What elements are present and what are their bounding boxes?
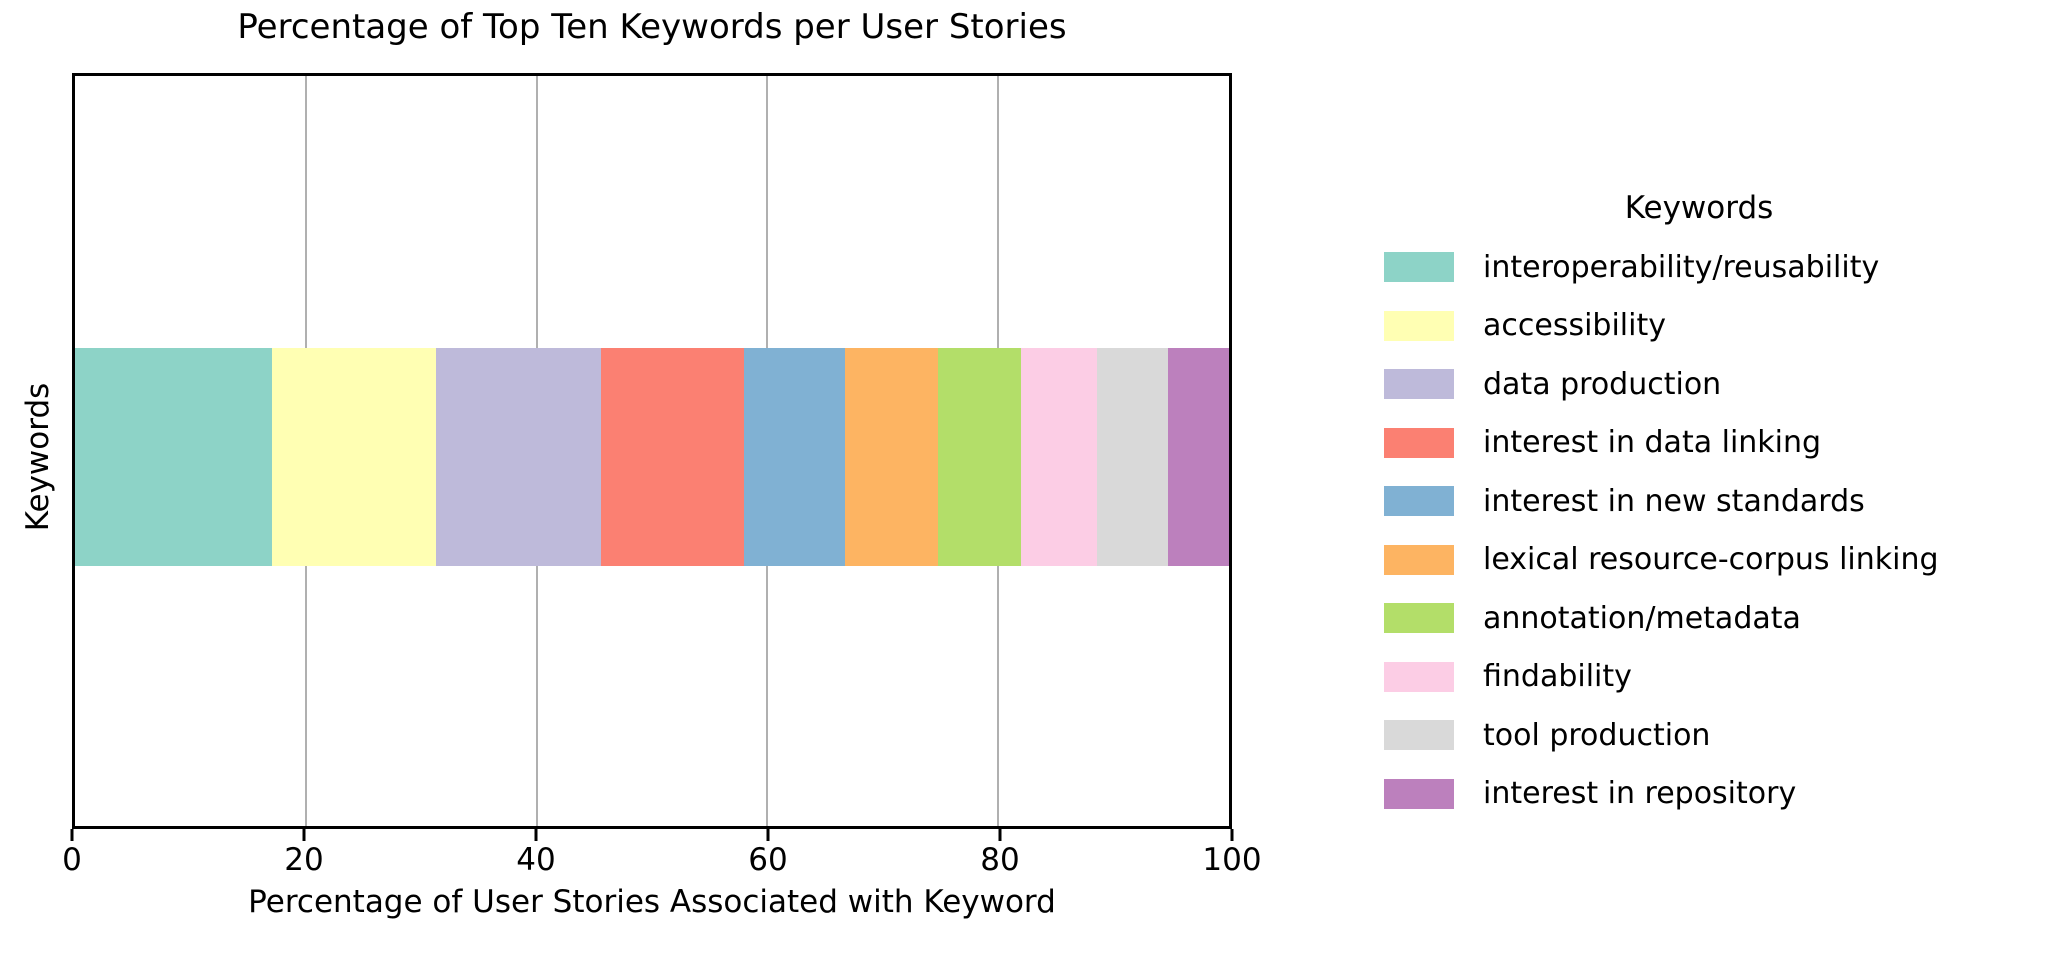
legend-swatch-annotation-metadata: [1384, 603, 1454, 634]
y-axis-label: Keywords: [20, 382, 56, 532]
legend-row-accessibility: accessibility: [1384, 297, 2024, 356]
legend-row-interest-in-new-standards: interest in new standards: [1384, 472, 2024, 531]
legend-row-annotation-metadata: annotation/metadata: [1384, 589, 2024, 648]
legend-row-findability: findability: [1384, 648, 2024, 707]
legend-label: interest in new standards: [1483, 483, 1865, 519]
x-axis-tick: [534, 829, 538, 841]
bar-segment-findability: [1021, 348, 1098, 566]
legend-row-interoperability-reusability: interoperability/reusability: [1384, 238, 2024, 297]
legend-rows: interoperability/reusability accessibilit…: [1384, 238, 2024, 823]
x-axis-tick: [998, 829, 1002, 841]
x-axis-tick: [70, 829, 74, 841]
x-axis-tick-label: 60: [748, 842, 788, 878]
legend-label: data production: [1483, 366, 1722, 402]
stacked-bar: [75, 348, 1229, 566]
x-axis-tick: [302, 829, 306, 841]
legend-label: annotation/metadata: [1483, 600, 1801, 636]
bar-segment-tool-production: [1097, 348, 1168, 566]
legend-label: findability: [1483, 659, 1632, 695]
plot-area: [72, 73, 1232, 829]
legend: Keywords interoperability/reusability acc…: [1384, 186, 2024, 823]
x-axis-tick: [1230, 829, 1234, 841]
bar-segment-interoperability-reusability: [75, 348, 273, 566]
x-axis-tick-labels: 0 20 40 60 80 100: [62, 842, 1261, 879]
bar-segment-data-production: [436, 348, 602, 566]
x-axis-tick-label: 80: [980, 842, 1020, 878]
bar-segment-accessibility: [272, 348, 437, 566]
bar-segment-lexical-resource-corpus-linking: [844, 348, 939, 566]
x-axis-tick-label: 100: [1202, 842, 1262, 878]
legend-row-data-production: data production: [1384, 355, 2024, 414]
legend-swatch-interest-in-repository: [1384, 778, 1454, 809]
legend-label: accessibility: [1483, 308, 1666, 344]
bar-segment-interest-in-new-standards: [744, 348, 845, 566]
x-axis-tick-label: 0: [62, 842, 82, 878]
legend-swatch-findability: [1384, 661, 1454, 692]
bar-segment-interest-in-data-linking: [601, 348, 745, 566]
x-axis-tick-label: 20: [284, 842, 324, 878]
chart-title: Percentage of Top Ten Keywords per User …: [237, 7, 1067, 47]
x-axis-tick-label: 40: [516, 842, 556, 878]
legend-label: lexical resource-corpus linking: [1483, 542, 1939, 578]
x-axis-ticks: [70, 829, 1234, 843]
legend-swatch-interest-in-new-standards: [1384, 486, 1454, 517]
legend-swatch-tool-production: [1384, 720, 1454, 751]
legend-label: tool production: [1483, 717, 1711, 753]
legend-row-tool-production: tool production: [1384, 706, 2024, 765]
legend-swatch-data-production: [1384, 369, 1454, 400]
legend-label: interest in repository: [1483, 776, 1797, 812]
legend-swatch-accessibility: [1384, 310, 1454, 341]
x-axis-tick: [766, 829, 770, 841]
bar-segment-interest-in-repository: [1167, 348, 1229, 566]
legend-swatch-interoperability-reusability: [1384, 252, 1454, 283]
legend-swatch-interest-in-data-linking: [1384, 427, 1454, 458]
legend-label: interoperability/reusability: [1483, 249, 1880, 285]
bar-segment-annotation-metadata: [938, 348, 1022, 566]
legend-title: Keywords: [1624, 190, 1774, 226]
legend-row-lexical-resource-corpus-linking: lexical resource-corpus linking: [1384, 531, 2024, 590]
x-axis-label: Percentage of User Stories Associated wi…: [248, 884, 1056, 920]
legend-row-interest-in-repository: interest in repository: [1384, 765, 2024, 824]
legend-row-interest-in-data-linking: interest in data linking: [1384, 414, 2024, 473]
legend-label: interest in data linking: [1483, 425, 1822, 461]
legend-swatch-lexical-resource-corpus-linking: [1384, 544, 1454, 575]
